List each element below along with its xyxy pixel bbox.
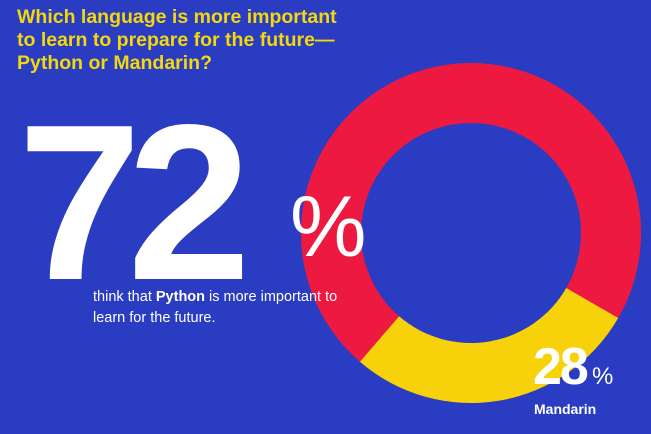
python-percent-sign: % <box>290 179 367 275</box>
python-caption-highlight: Python <box>155 289 206 305</box>
python-caption: think that Python is more important to l… <box>93 287 353 329</box>
mandarin-percentage-value: 28 <box>533 338 589 396</box>
python-percentage-value: 72 <box>18 79 251 327</box>
donut-slice-mandarin <box>359 288 619 403</box>
python-caption-text-end: is more important to learn for the futur… <box>93 289 338 326</box>
python-caption-text-start: think that <box>93 289 156 305</box>
survey-question: Which language is more important to lear… <box>17 6 337 74</box>
mandarin-label: Mandarin <box>534 401 597 417</box>
mandarin-percent-sign: % <box>592 363 614 390</box>
donut-slice-python <box>301 63 642 362</box>
